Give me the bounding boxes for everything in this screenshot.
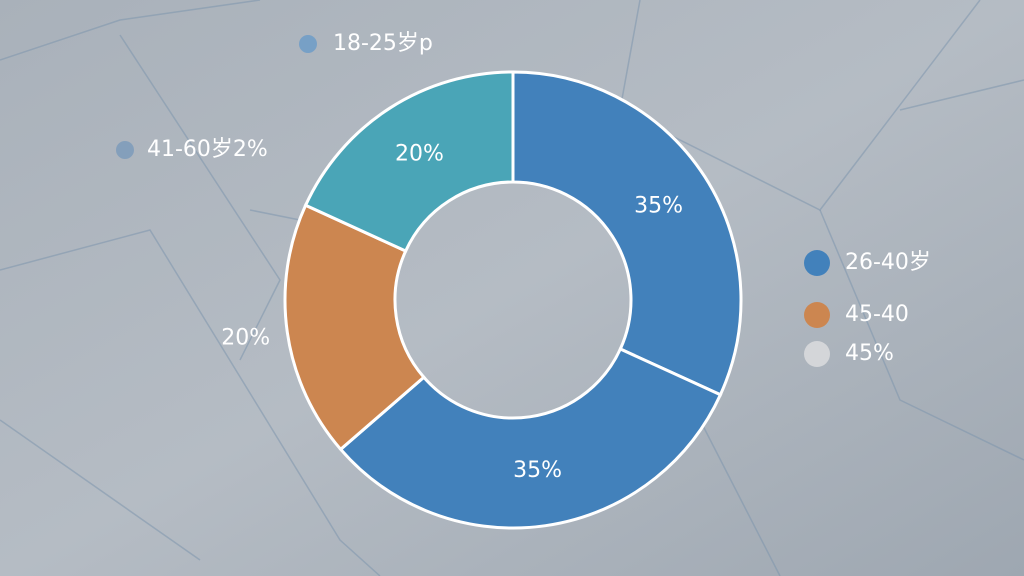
legend-label: 41-60岁2% bbox=[147, 137, 268, 162]
slice bbox=[283, 203, 426, 452]
legend-marker bbox=[804, 302, 830, 328]
slice-label: 20% bbox=[221, 325, 270, 350]
slice-label: 35% bbox=[513, 458, 562, 483]
legend-marker bbox=[116, 141, 134, 159]
slice bbox=[511, 70, 743, 397]
legend-marker bbox=[299, 35, 317, 53]
legend-label: 45-40 bbox=[845, 302, 909, 327]
legend-label: 26-40岁 bbox=[845, 250, 931, 275]
slice-label: 35% bbox=[634, 193, 683, 218]
slice bbox=[338, 347, 723, 530]
legend-label: 18-25岁p bbox=[333, 31, 433, 56]
slice bbox=[303, 70, 515, 253]
slice-label: 20% bbox=[395, 141, 444, 166]
legend-label: 45% bbox=[845, 341, 894, 366]
legend-marker bbox=[804, 341, 830, 367]
labels: 35% 35% 20% 20% 18-25岁p 41-60岁2% 26-40岁 45-40 45… bbox=[116, 31, 931, 483]
legend-marker bbox=[804, 250, 830, 276]
donut bbox=[283, 70, 743, 530]
